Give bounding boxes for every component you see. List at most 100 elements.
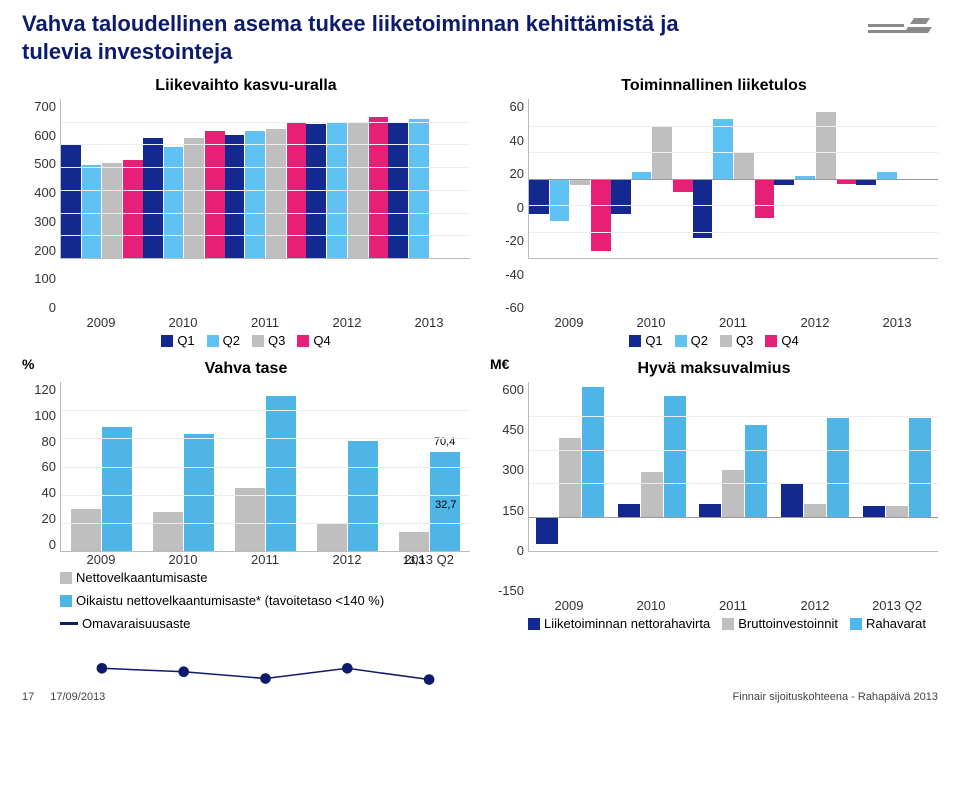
legend-swatch (720, 335, 732, 347)
legend-swatch (629, 335, 641, 347)
bar (164, 147, 184, 258)
brand-logo (868, 12, 938, 42)
legend-label: Q2 (223, 333, 240, 348)
x-tick: 2009 (528, 315, 610, 330)
y-tick: 40 (42, 485, 56, 500)
bar (205, 131, 225, 258)
legend-swatch (722, 618, 734, 630)
y-tick: 500 (34, 156, 56, 171)
legend-item: Oikaistu nettovelkaantumisaste* (tavoite… (60, 593, 384, 608)
legend-item: Nettovelkaantumisaste (60, 570, 208, 585)
legend-swatch (297, 335, 309, 347)
legend-swatch (252, 335, 264, 347)
chart-tase: % Vahva tase 120100806040200 13,370,4 32… (22, 360, 470, 631)
bar (71, 509, 101, 551)
bar-fill (745, 425, 767, 517)
chart-maksuvalmius: M€ Hyvä maksuvalmius 6004503001500-150 2… (490, 360, 938, 631)
bar-group (388, 99, 470, 258)
bar-fill (886, 506, 908, 517)
zero-line (529, 517, 938, 518)
grid-line (529, 205, 938, 206)
line-series (102, 668, 429, 679)
chart-liiketulos: Toiminnallinen liiketulos 6040200-20-40-… (490, 77, 938, 348)
bar (102, 427, 132, 551)
y-tick: 450 (502, 422, 524, 437)
y-tick: 20 (42, 511, 56, 526)
bar (886, 382, 908, 551)
legend-item: Q1 (161, 333, 194, 348)
y-tick: 60 (510, 99, 524, 114)
bar (827, 382, 849, 551)
bar (225, 135, 245, 258)
x-tick: 2013 Q2 (388, 552, 470, 567)
bar-group (61, 99, 143, 258)
line-marker (260, 673, 271, 684)
legend-item: Q1 (629, 333, 662, 348)
grid-line (61, 122, 470, 123)
x-tick: 2012 (306, 315, 388, 330)
legend-swatch (765, 335, 777, 347)
page-title: Vahva taloudellinen asema tukee liiketoi… (0, 0, 720, 71)
plot-area: 13,370,4 32,7 (60, 382, 470, 552)
bar-fill (713, 119, 733, 179)
grid-line (61, 213, 470, 214)
legend-label: Q3 (268, 333, 285, 348)
y-axis: 7006005004003002001000 (22, 99, 60, 315)
bar-fill (664, 396, 686, 518)
legend-item: Omavaraisuusaste (60, 616, 190, 631)
bar (745, 382, 767, 551)
chart-title: Toiminnallinen liiketulos (490, 77, 938, 95)
bar-fill (641, 472, 663, 517)
legend-swatch (850, 618, 862, 630)
bar (641, 382, 663, 551)
legend-item: Liiketoiminnan nettorahavirta (528, 616, 710, 631)
y-tick: -20 (505, 233, 524, 248)
y-axis: 6040200-20-40-60 (490, 99, 528, 315)
y-tick: 0 (517, 200, 524, 215)
x-axis: 20092010201120122013 (528, 315, 938, 330)
footer-right: Finnair sijoituskohteena - Rahapäivä 201… (733, 691, 938, 703)
bar-fill (909, 418, 931, 517)
grid-line (61, 167, 470, 168)
y-tick: 200 (34, 243, 56, 258)
data-label: 32,7 (435, 499, 456, 511)
x-tick: 2009 (60, 315, 142, 330)
y-tick: 600 (34, 128, 56, 143)
legend-item: Q2 (207, 333, 240, 348)
bar-fill (582, 387, 604, 518)
unit-label: M€ (490, 356, 509, 372)
bar-group (143, 99, 225, 258)
legend-item: Q4 (765, 333, 798, 348)
bar-fill (529, 179, 549, 215)
x-tick: 2009 (60, 552, 142, 567)
bar (369, 117, 389, 258)
bar-group (306, 99, 388, 258)
y-tick: 100 (34, 408, 56, 423)
bar-group (693, 382, 775, 551)
bar-fill (816, 112, 836, 178)
bar (266, 396, 296, 551)
y-tick: 40 (510, 133, 524, 148)
x-tick: 2013 (388, 315, 470, 330)
bar (781, 382, 803, 551)
bar-fill (550, 179, 570, 221)
legend-label: Rahavarat (866, 616, 926, 631)
y-tick: 120 (34, 382, 56, 397)
bar-group (774, 382, 856, 551)
y-tick: 60 (42, 459, 56, 474)
bar (143, 138, 163, 258)
bar (82, 165, 102, 258)
y-axis: 6004503001500-150 (490, 382, 528, 598)
grid-line (529, 483, 938, 484)
x-tick: 2011 (224, 552, 306, 567)
legend-swatch (528, 618, 540, 630)
bar-fill (693, 179, 713, 239)
grid-line (61, 523, 470, 524)
grid-line (529, 152, 938, 153)
bar-fill (877, 172, 897, 179)
x-tick: 2009 (528, 598, 610, 613)
x-tick: 2012 (306, 552, 388, 567)
bar (102, 163, 122, 258)
legend-item: Q3 (720, 333, 753, 348)
legend-label: Liiketoiminnan nettorahavirta (544, 616, 710, 631)
